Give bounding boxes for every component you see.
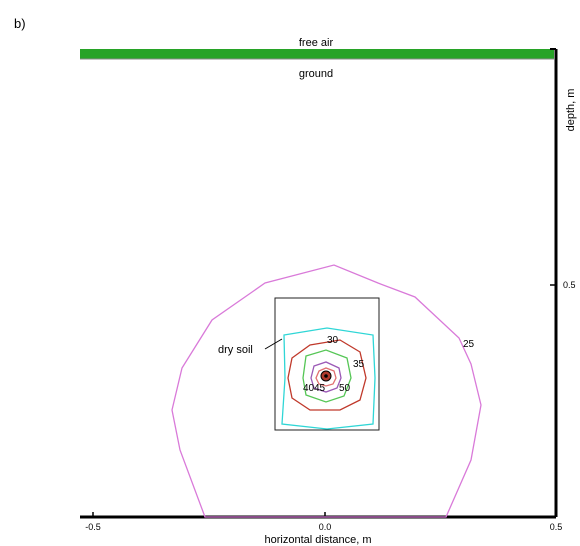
heat-source-core	[324, 374, 328, 378]
free-air-band	[80, 49, 554, 59]
contour-35	[287, 339, 367, 411]
contour-25	[171, 264, 482, 518]
depth-tick-label: 0.5	[563, 280, 576, 290]
contour-label-50: 50	[339, 383, 351, 394]
ground-label: ground	[299, 68, 333, 80]
free-air-label: free air	[299, 37, 334, 49]
dry-soil-box	[274, 297, 380, 431]
contour-label-40: 40	[303, 383, 315, 394]
contour-45	[310, 361, 342, 393]
x-tick-label-pos: 0.5	[550, 522, 563, 532]
contour-label-25: 25	[463, 339, 475, 350]
depth-axis-title: depth, m	[565, 89, 577, 132]
contour-label-30: 30	[327, 335, 339, 346]
panel-label: b)	[14, 16, 26, 31]
contour-50	[315, 367, 337, 387]
x-tick-label-zero: 0.0	[319, 522, 332, 532]
x-tick-label-neg: -0.5	[85, 522, 101, 532]
contour-30	[281, 327, 376, 430]
contour-label-35: 35	[353, 359, 365, 370]
contour-lines	[171, 264, 482, 518]
dry-soil-label: dry soil	[218, 344, 253, 356]
horizontal-axis-title: horizontal distance, m	[265, 534, 372, 546]
dry-soil-pointer	[264, 338, 283, 350]
contour-label-45: 45	[314, 383, 326, 394]
contour-40	[302, 349, 352, 403]
